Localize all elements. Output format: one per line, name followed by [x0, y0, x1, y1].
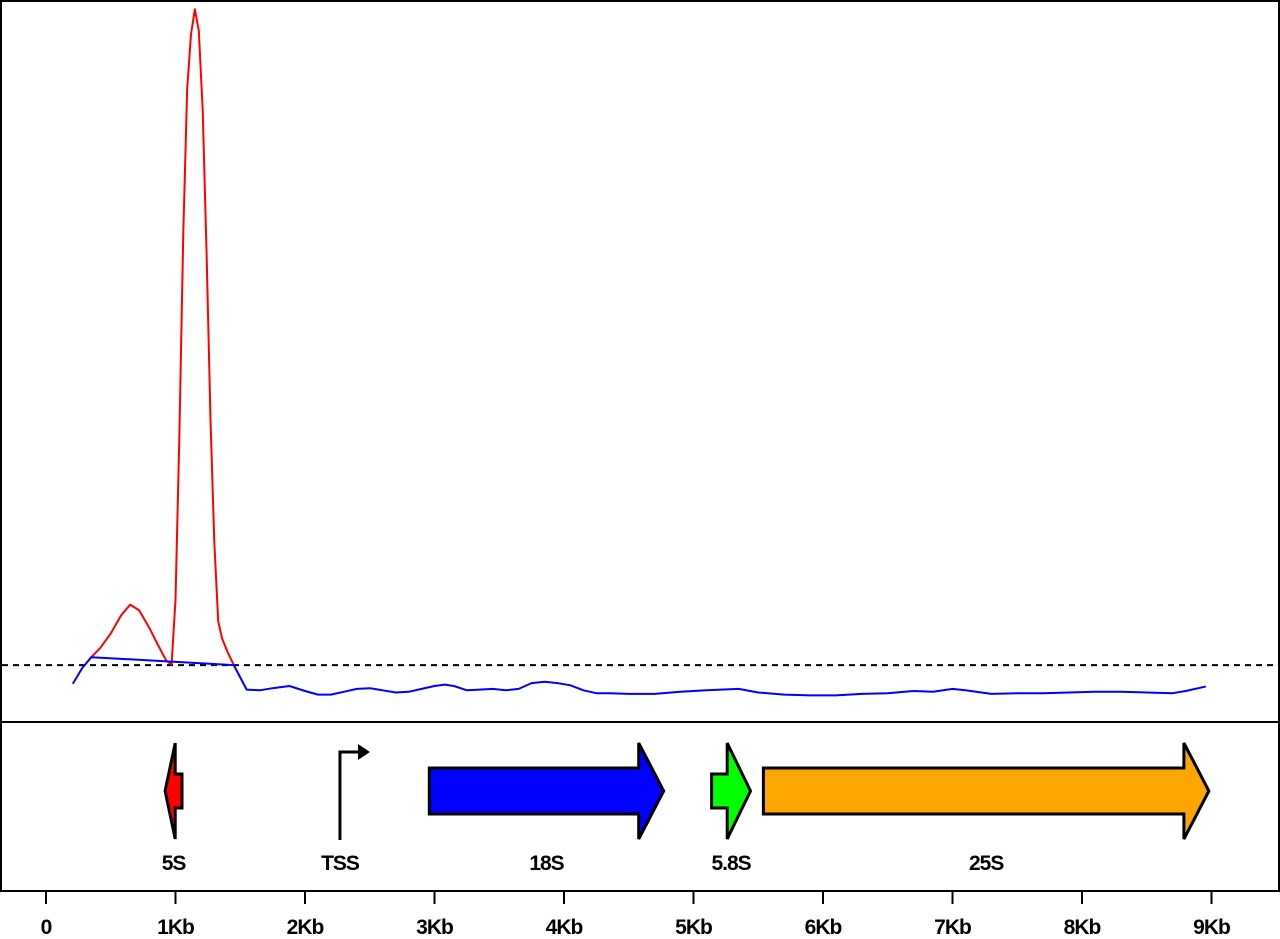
x-axis: 0 1Kb 2Kb 3Kb 4Kb 5Kb 6Kb 7Kb 8Kb 9Kb [41, 892, 1231, 939]
feature-label: 5.8S [711, 852, 751, 875]
gene-arrow [427, 742, 666, 840]
series-below-threshold [72, 656, 1206, 697]
feature-5.8S: 5.8S [710, 742, 753, 875]
feature-5S: 5S [162, 742, 187, 875]
x-tick-label: 2Kb [287, 916, 324, 939]
x-tick-label: 8Kb [1064, 916, 1101, 939]
series-line [90, 8, 235, 667]
x-tick-label: 7Kb [934, 916, 971, 939]
x-tick-label: 1Kb [157, 916, 194, 939]
feature-label: 25S [969, 852, 1004, 875]
x-tick-label: 6Kb [805, 916, 842, 939]
feature-TSS: TSS [321, 744, 370, 875]
x-tick-label: 3Kb [416, 916, 453, 939]
gene-arrow [710, 742, 753, 840]
feature-18S: 18S [427, 742, 666, 875]
gene-arrow [163, 742, 184, 840]
plot-panel [0, 0, 1280, 723]
x-tick-label: 9Kb [1193, 916, 1230, 939]
series-layer [72, 8, 1206, 697]
feature-25S: 25S [761, 742, 1211, 875]
feature-label: TSS [321, 852, 360, 875]
gene-arrow [761, 742, 1211, 840]
x-tick-label: 5Kb [675, 916, 712, 939]
x-tick-label: 0 [41, 916, 52, 939]
series-above-threshold [90, 8, 235, 667]
x-tick-label: 4Kb [546, 916, 583, 939]
series-line [72, 656, 1206, 697]
tss-arrowhead [357, 744, 370, 760]
feature-label: 18S [529, 852, 564, 875]
feature-label: 5S [162, 852, 187, 875]
features-layer: 5S TSS 18S 5.8S 25S [162, 742, 1211, 875]
tss-arrow [338, 750, 360, 840]
